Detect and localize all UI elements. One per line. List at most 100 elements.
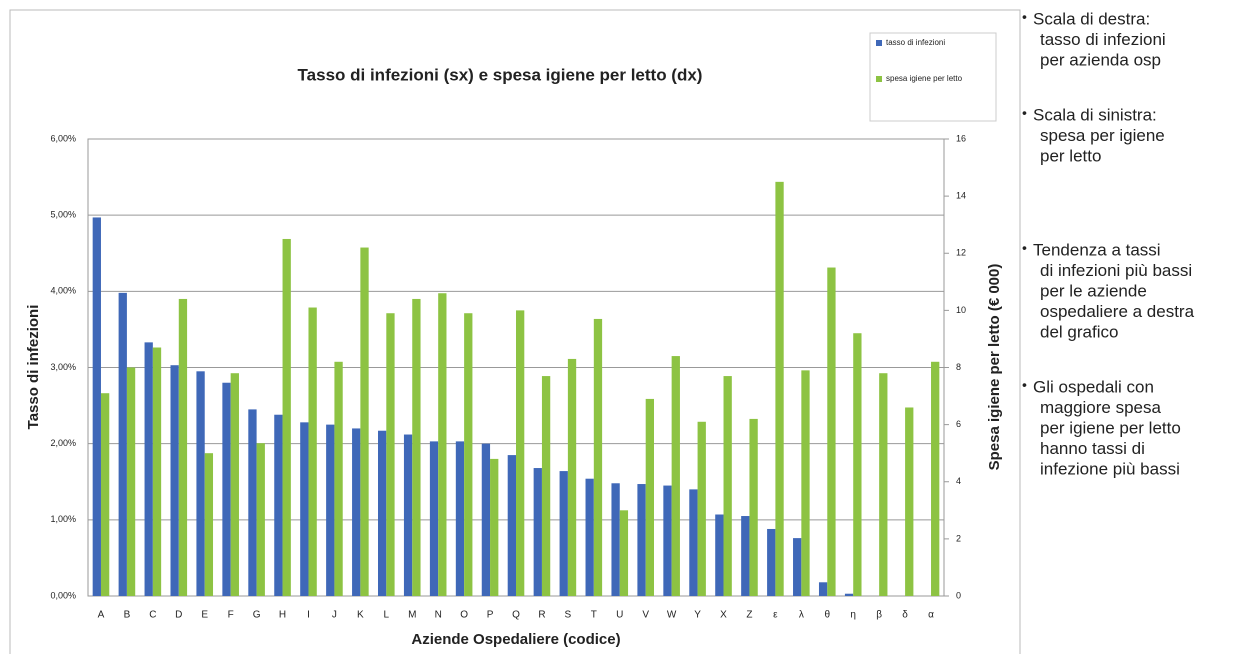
bar <box>749 418 758 596</box>
x-tick-label: D <box>175 610 182 621</box>
bar <box>204 453 214 596</box>
x-tick-label: α <box>928 610 934 621</box>
note-line: Tendenza a tassi <box>1033 240 1161 259</box>
bar <box>793 538 802 596</box>
x-tick-label: Y <box>694 610 701 621</box>
bar <box>256 443 265 596</box>
note-line: per igiene per letto <box>1040 418 1181 437</box>
x-tick-label: L <box>384 610 390 621</box>
bar <box>663 485 672 596</box>
note-line: di infezioni più bassi <box>1040 261 1192 280</box>
bar <box>222 382 231 596</box>
bar <box>403 434 413 596</box>
bar <box>429 441 439 596</box>
note-line: del grafico <box>1040 322 1118 341</box>
bar <box>378 430 387 596</box>
x-tick-label: X <box>720 610 727 621</box>
note-line: tasso di infezioni <box>1040 30 1166 49</box>
bar <box>386 313 395 596</box>
x-tick-label: Z <box>746 610 752 621</box>
x-axis-label: Aziende Ospedaliere (codice) <box>411 631 620 648</box>
legend-swatch <box>876 76 882 82</box>
bar <box>100 393 110 596</box>
bar <box>178 298 188 596</box>
y-tick-label: 6,00% <box>50 133 76 143</box>
y2-tick-label: 12 <box>956 248 966 258</box>
x-tick-label: N <box>435 610 442 621</box>
legend-swatch <box>876 40 882 46</box>
x-tick-label: θ <box>824 610 830 621</box>
bar <box>352 428 361 596</box>
y-tick-label: 2,00% <box>50 438 76 448</box>
y2-tick-label: 8 <box>956 362 961 372</box>
bar <box>274 414 283 596</box>
x-tick-label: J <box>332 610 337 621</box>
x-tick-label: U <box>616 610 623 621</box>
x-tick-label: η <box>850 610 856 621</box>
bar <box>931 361 940 596</box>
x-tick-label: P <box>487 610 494 621</box>
x-tick-label: O <box>460 610 468 621</box>
bar <box>248 409 257 596</box>
bar <box>611 483 620 596</box>
bar <box>818 582 828 596</box>
bar <box>853 333 862 596</box>
bar <box>844 593 854 596</box>
x-tick-label: G <box>253 610 261 621</box>
bar <box>360 247 369 596</box>
y2-tick-label: 6 <box>956 419 961 429</box>
x-tick-label: S <box>565 610 572 621</box>
note-line: per letto <box>1040 146 1101 165</box>
x-tick-label: B <box>124 610 131 621</box>
bar <box>464 313 473 596</box>
bar <box>282 238 291 596</box>
note-line: maggiore spesa <box>1040 398 1162 417</box>
note-bullet: • <box>1022 240 1027 256</box>
bar <box>412 298 421 596</box>
note-line: Scala di destra: <box>1033 9 1150 28</box>
note-bullet: • <box>1022 9 1027 25</box>
bar <box>490 458 499 596</box>
note-line: Scala di sinistra: <box>1033 105 1157 124</box>
bar <box>152 347 162 596</box>
bar <box>170 365 179 596</box>
x-tick-label: β <box>876 610 882 621</box>
y-tick-label: 3,00% <box>50 362 76 372</box>
x-tick-label: H <box>279 610 286 621</box>
bar <box>697 421 706 596</box>
bar <box>144 342 153 596</box>
bar <box>619 510 629 596</box>
note-line: Gli ospedali con <box>1033 377 1154 396</box>
x-tick-label: Q <box>512 610 520 621</box>
bar <box>645 398 654 596</box>
x-tick-label: I <box>307 610 310 621</box>
bar <box>541 376 551 596</box>
y-tick-label: 4,00% <box>50 286 76 296</box>
y-tick-label: 0,00% <box>50 590 76 600</box>
note-line: spesa per igiene <box>1040 126 1165 145</box>
bar <box>775 181 784 596</box>
legend-box <box>869 32 997 122</box>
x-tick-label: ε <box>773 610 778 621</box>
note-bullet: • <box>1022 377 1027 393</box>
y2-tick-label: 4 <box>956 476 961 486</box>
bar <box>723 376 732 596</box>
x-tick-label: K <box>357 610 364 621</box>
note-line: hanno tassi di <box>1040 439 1145 458</box>
bar <box>481 443 491 596</box>
bar <box>533 468 542 596</box>
bar <box>308 307 317 596</box>
y2-tick-label: 0 <box>956 590 961 600</box>
x-tick-label: C <box>149 610 156 621</box>
bar <box>455 441 465 596</box>
x-tick-label: T <box>591 610 597 621</box>
x-tick-label: F <box>228 610 234 621</box>
bar <box>230 373 239 596</box>
x-tick-label: M <box>408 610 416 621</box>
legend-label: tasso di infezioni <box>886 38 945 47</box>
bar <box>438 293 447 596</box>
legend-label: spesa igiene per letto <box>886 74 963 83</box>
y2-tick-label: 10 <box>956 305 966 315</box>
bar <box>334 361 343 596</box>
